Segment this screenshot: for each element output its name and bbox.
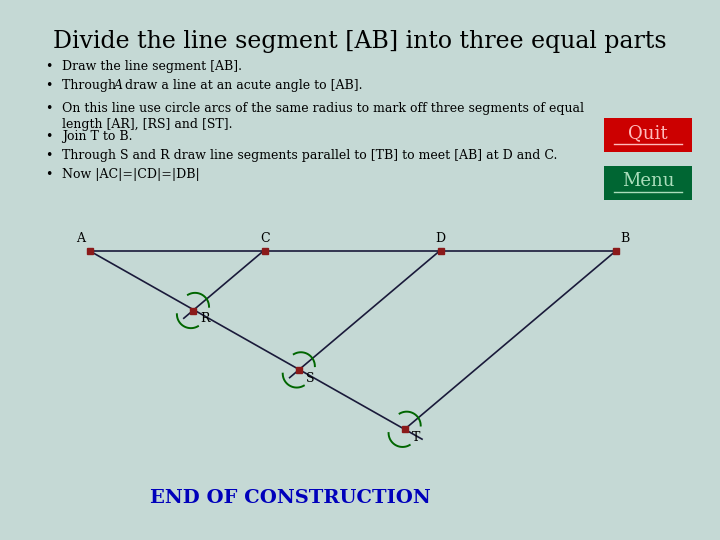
Text: END OF CONSTRUCTION: END OF CONSTRUCTION <box>150 489 431 507</box>
Text: T: T <box>412 431 420 444</box>
Text: Now |AC|=|CD|=|DB|: Now |AC|=|CD|=|DB| <box>62 168 199 181</box>
Text: Divide the line segment [AB] into three equal parts: Divide the line segment [AB] into three … <box>53 30 667 53</box>
Text: Join T to B.: Join T to B. <box>62 130 132 143</box>
Text: draw a line at an acute angle to [AB].: draw a line at an acute angle to [AB]. <box>121 79 362 92</box>
Text: R: R <box>200 313 210 326</box>
FancyBboxPatch shape <box>604 118 692 152</box>
Text: D: D <box>436 232 446 245</box>
Text: S: S <box>306 372 315 385</box>
Text: B: B <box>621 232 630 245</box>
Text: Quit: Quit <box>628 124 668 143</box>
FancyBboxPatch shape <box>604 166 692 200</box>
Text: •: • <box>45 60 53 73</box>
Text: A: A <box>114 79 123 92</box>
Text: On this line use circle arcs of the same radius to mark off three segments of eq: On this line use circle arcs of the same… <box>62 102 584 115</box>
Text: C: C <box>260 232 270 245</box>
Text: Through S and R draw line segments parallel to [TB] to meet [AB] at D and C.: Through S and R draw line segments paral… <box>62 149 557 162</box>
Text: •: • <box>45 102 53 115</box>
Text: •: • <box>45 168 53 181</box>
Text: •: • <box>45 149 53 162</box>
Text: A: A <box>76 232 85 245</box>
Text: •: • <box>45 130 53 143</box>
Text: Through: Through <box>62 79 120 92</box>
Text: Menu: Menu <box>622 172 674 190</box>
Text: •: • <box>45 79 53 92</box>
Text: Draw the line segment [AB].: Draw the line segment [AB]. <box>62 60 242 73</box>
Text: length [AR], [RS] and [ST].: length [AR], [RS] and [ST]. <box>62 118 233 131</box>
